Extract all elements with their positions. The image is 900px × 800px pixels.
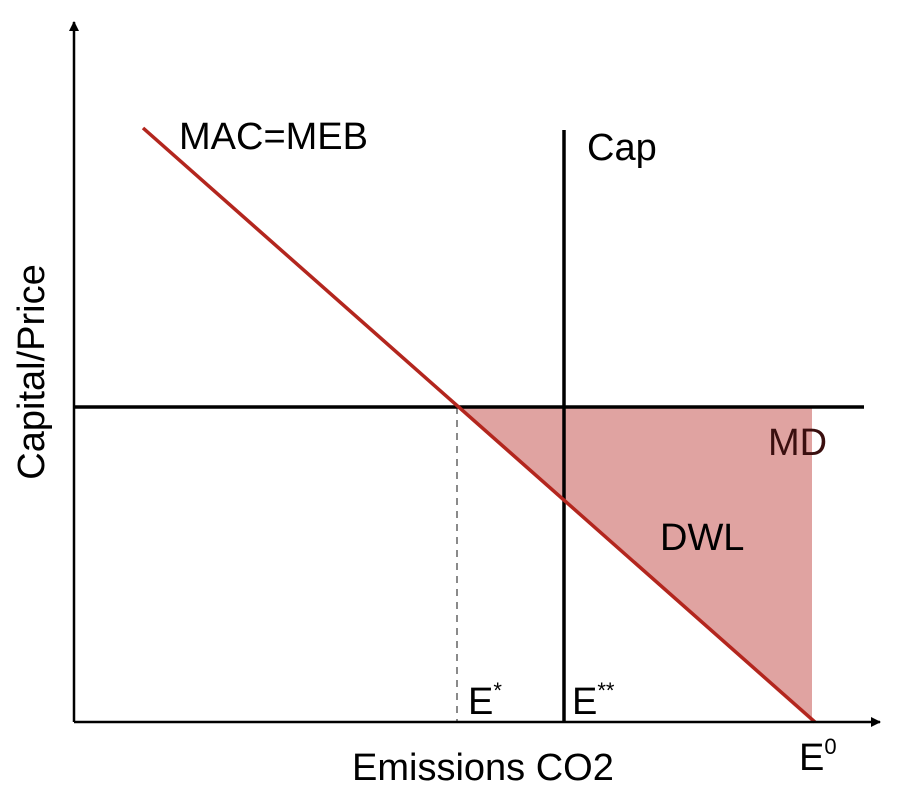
e-star-base: E: [468, 681, 493, 723]
e-zero-mark: 0: [824, 734, 836, 759]
cap-label: Cap: [587, 127, 657, 169]
md-label: MD: [768, 422, 827, 464]
e-zero-base: E: [799, 737, 824, 779]
e-star-label: E*: [468, 678, 502, 723]
e-star-star-label: E**: [572, 678, 615, 723]
mac-meb-label: MAC=MEB: [179, 116, 368, 158]
y-axis-label: Capital/Price: [11, 264, 53, 479]
mac-meb-line: [141, 126, 817, 724]
e-star-mark: *: [493, 678, 502, 703]
e-star-star-base: E: [572, 681, 597, 723]
dwl-label: DWL: [660, 517, 744, 559]
e-star-star-mark: **: [597, 678, 615, 703]
e-zero-label: E0: [799, 734, 837, 779]
x-axis-label: Emissions CO2: [352, 747, 614, 789]
